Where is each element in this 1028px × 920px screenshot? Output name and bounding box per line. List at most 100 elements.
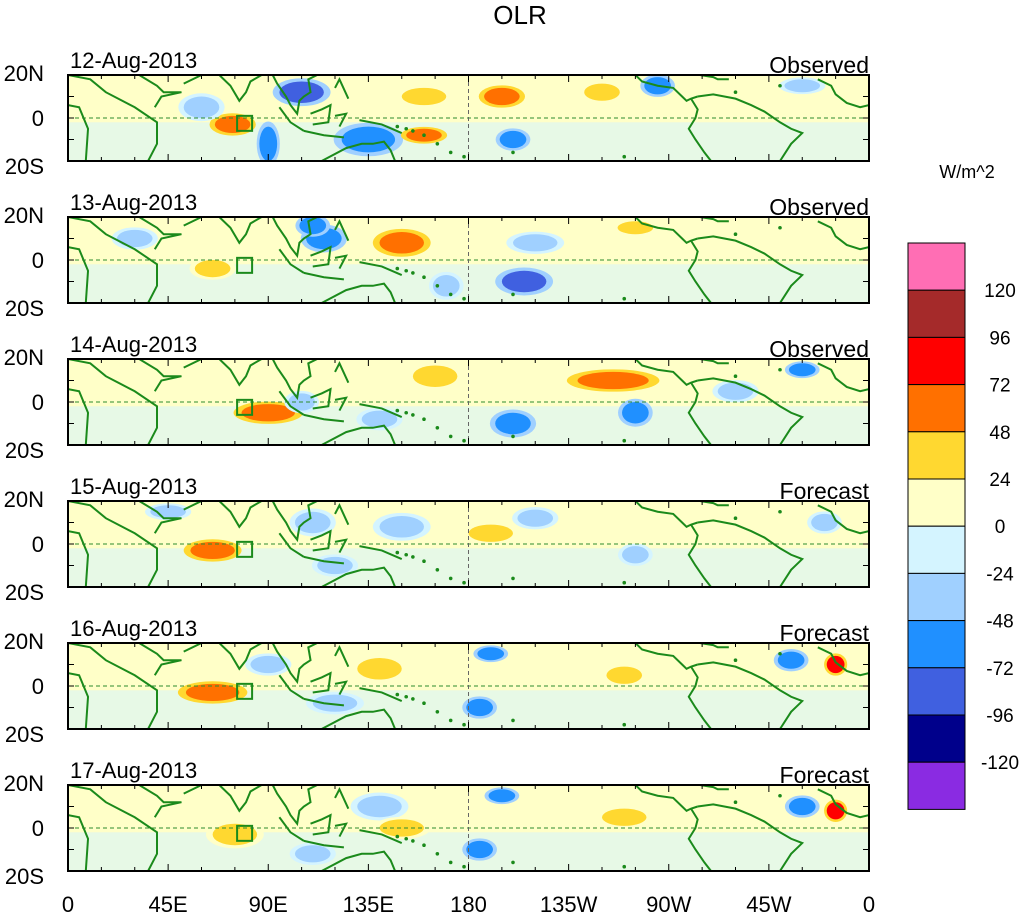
island xyxy=(733,658,738,662)
anomaly-cell xyxy=(495,412,531,435)
colorbar-label: -48 xyxy=(986,612,1013,633)
island xyxy=(404,410,409,415)
coastline xyxy=(174,217,204,227)
coastline xyxy=(334,822,348,838)
coastline xyxy=(271,75,318,117)
panel-field xyxy=(68,501,869,587)
anomaly-cell xyxy=(484,87,520,106)
coastline xyxy=(634,501,698,529)
colorbar-swatch xyxy=(907,431,966,480)
panel: 20N 0 20S 12-Aug-2013 Observed xyxy=(4,48,870,179)
colorbar-swatch xyxy=(907,289,966,338)
anomaly-cell xyxy=(250,655,287,674)
anomaly-cell xyxy=(717,382,754,400)
anomaly-cell xyxy=(499,130,527,149)
anomaly-cell xyxy=(513,234,558,252)
coastline xyxy=(68,643,158,729)
island xyxy=(622,722,627,727)
island xyxy=(448,434,453,439)
anomaly-cell xyxy=(279,81,324,103)
island xyxy=(733,516,738,520)
panel-field xyxy=(68,75,869,161)
coastline xyxy=(310,813,332,836)
colorbar-swatch xyxy=(907,761,966,810)
island xyxy=(462,864,466,869)
anomaly-cell xyxy=(214,115,251,134)
region-box xyxy=(236,114,254,132)
coastline xyxy=(218,359,263,387)
island xyxy=(622,580,627,585)
x-tick-label: 135E xyxy=(343,892,394,917)
panel: 20N 0 20S 14-Aug-2013 Observed xyxy=(4,332,870,463)
panel-field xyxy=(68,785,869,871)
y-tick-label: 0 xyxy=(32,106,44,131)
anomaly-cell xyxy=(116,229,153,248)
island xyxy=(404,552,409,557)
panel-date: 17-Aug-2013 xyxy=(70,758,197,783)
coastline xyxy=(303,271,345,281)
y-tick-label: 0 xyxy=(32,390,44,415)
island xyxy=(395,834,400,839)
x-tick-label: 0 xyxy=(863,892,875,917)
coastline xyxy=(334,538,348,554)
coastline xyxy=(697,93,805,161)
coastline xyxy=(334,77,350,100)
colorbar-label: 72 xyxy=(989,376,1010,397)
island xyxy=(622,864,627,869)
coastline xyxy=(303,129,345,139)
x-tick-label: 90E xyxy=(249,892,288,917)
coastline xyxy=(138,501,182,534)
coastline xyxy=(321,282,396,303)
colorbar-label: 48 xyxy=(989,423,1010,444)
coastline xyxy=(278,816,305,842)
anomaly-cell xyxy=(602,808,647,826)
coastline xyxy=(817,362,869,393)
anomaly-cell xyxy=(317,556,353,575)
y-tick-label: 0 xyxy=(32,816,44,841)
coastline xyxy=(687,666,712,729)
colorbar-swatch xyxy=(907,384,966,433)
y-tick-label: 20S xyxy=(5,438,44,463)
x-tick-label: 180 xyxy=(450,892,487,917)
y-tick-label: 20N xyxy=(4,629,44,654)
coastline xyxy=(334,361,350,384)
coastline xyxy=(218,785,263,813)
colorbar-swatch xyxy=(907,714,966,763)
coastline xyxy=(334,219,350,242)
coastline xyxy=(310,671,332,694)
y-tick-label: 20N xyxy=(4,345,44,370)
coastline xyxy=(699,75,729,81)
panel-date: 14-Aug-2013 xyxy=(70,332,197,357)
coastline xyxy=(687,382,712,445)
x-axis: 0 45E 90E 135E 180 135W 90W 45W 0 xyxy=(62,892,875,917)
coastline xyxy=(174,785,204,795)
coastline xyxy=(138,217,182,250)
island xyxy=(435,142,440,146)
anomaly-cell xyxy=(241,404,295,422)
y-tick-label: 20N xyxy=(4,61,44,86)
colorbar-label: 0 xyxy=(995,517,1006,538)
coastline xyxy=(817,78,869,109)
anomaly-cell xyxy=(622,402,649,424)
panel-field xyxy=(68,359,869,445)
island xyxy=(435,426,440,430)
coastline xyxy=(321,708,396,729)
anomaly-cell xyxy=(294,511,331,534)
island xyxy=(411,129,415,133)
coastline xyxy=(218,75,263,103)
coastline xyxy=(321,424,396,445)
coastline xyxy=(687,98,712,161)
coastline xyxy=(359,403,403,418)
island xyxy=(435,568,440,572)
colorbar: W/m^2 120 96 72 48 24 0 -24 -48 -72 -96 -120 xyxy=(907,162,1019,810)
island xyxy=(778,509,782,514)
island xyxy=(511,576,515,581)
island xyxy=(395,124,400,129)
coastline xyxy=(138,75,182,108)
anomaly-cell xyxy=(788,797,816,816)
island xyxy=(404,126,409,131)
island xyxy=(511,292,515,297)
coastline xyxy=(334,680,348,696)
anomaly-cell xyxy=(811,513,838,532)
anomaly-cell xyxy=(379,819,424,837)
